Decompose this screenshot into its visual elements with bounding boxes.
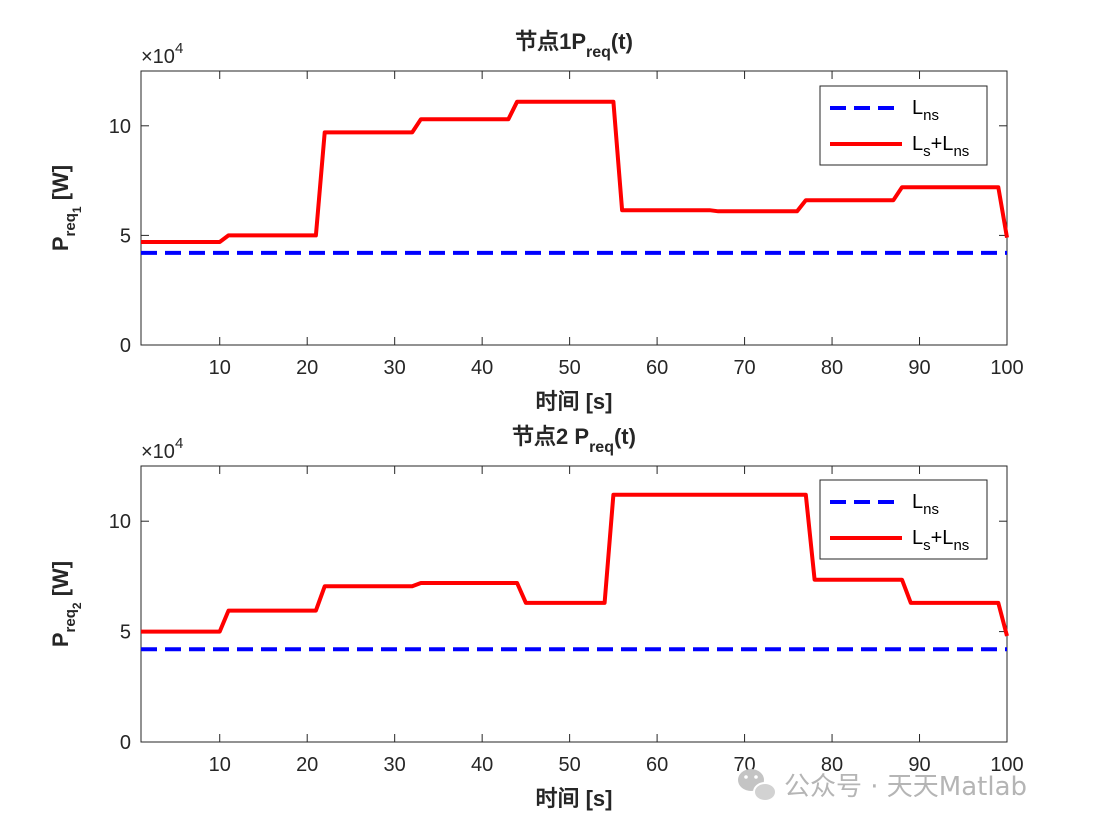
legend: Lns Ls+Lns [819, 85, 988, 166]
legend-label: Ls+Lns [912, 133, 969, 160]
x-tick-label: 80 [821, 357, 843, 379]
y-tick-label: 10 [109, 511, 131, 533]
x-tick-label: 40 [471, 357, 493, 379]
y-tick-label: 10 [109, 116, 131, 138]
chart-title: 节点1Preq(t) [515, 29, 633, 61]
x-tick-label: 100 [990, 357, 1023, 379]
x-tick-label: 40 [471, 754, 493, 776]
x-axis-label: 时间 [s] [535, 389, 612, 414]
y-axis-label: Preq1 [W] [48, 165, 84, 251]
y-tick-label: 0 [120, 732, 131, 754]
x-tick-label: 10 [209, 357, 231, 379]
x-tick-label: 80 [821, 754, 843, 776]
chart-1: 10 20 30 40 50 60 70 80 90 100 0 5 10 ×104 节点1Preq(t) 时… [48, 29, 1024, 414]
series-line-ls-lns [141, 492, 1009, 637]
y-tick-label: 5 [120, 622, 131, 644]
x-tick-label: 60 [646, 357, 668, 379]
x-tick-label: 70 [733, 357, 755, 379]
x-tick-label: 60 [646, 754, 668, 776]
chart-title: 节点2 Preq(t) [512, 424, 636, 456]
x-tick-label: 100 [990, 754, 1023, 776]
legend-label: Lns [912, 97, 939, 124]
y-exponent-label: ×104 [141, 40, 183, 68]
x-tick-label: 90 [908, 754, 930, 776]
y-axis-label: Preq2 [W] [48, 561, 84, 647]
series-line-ls-lns [141, 99, 1009, 244]
watermark: 公众号 · 天天Matlab [738, 769, 1027, 802]
wechat-icon [738, 769, 777, 802]
legend-label: Ls+Lns [912, 527, 969, 554]
legend-box [819, 479, 988, 560]
x-tick-label: 50 [559, 754, 581, 776]
x-tick-label: 90 [908, 357, 930, 379]
x-tick-label: 10 [209, 754, 231, 776]
x-tick-label: 30 [384, 357, 406, 379]
legend-box [819, 85, 988, 166]
y-exponent-label: ×104 [141, 435, 183, 463]
x-tick-label: 50 [559, 357, 581, 379]
legend-label: Lns [912, 491, 939, 518]
x-tick-label: 30 [384, 754, 406, 776]
x-axis-label: 时间 [s] [535, 786, 612, 811]
watermark-text: 公众号 · 天天Matlab [784, 772, 1027, 802]
legend: Lns Ls+Lns [819, 479, 988, 560]
x-tick-label: 20 [296, 754, 318, 776]
y-tick-label: 5 [120, 225, 131, 247]
y-tick-label: 0 [120, 335, 131, 357]
x-tick-label: 20 [296, 357, 318, 379]
